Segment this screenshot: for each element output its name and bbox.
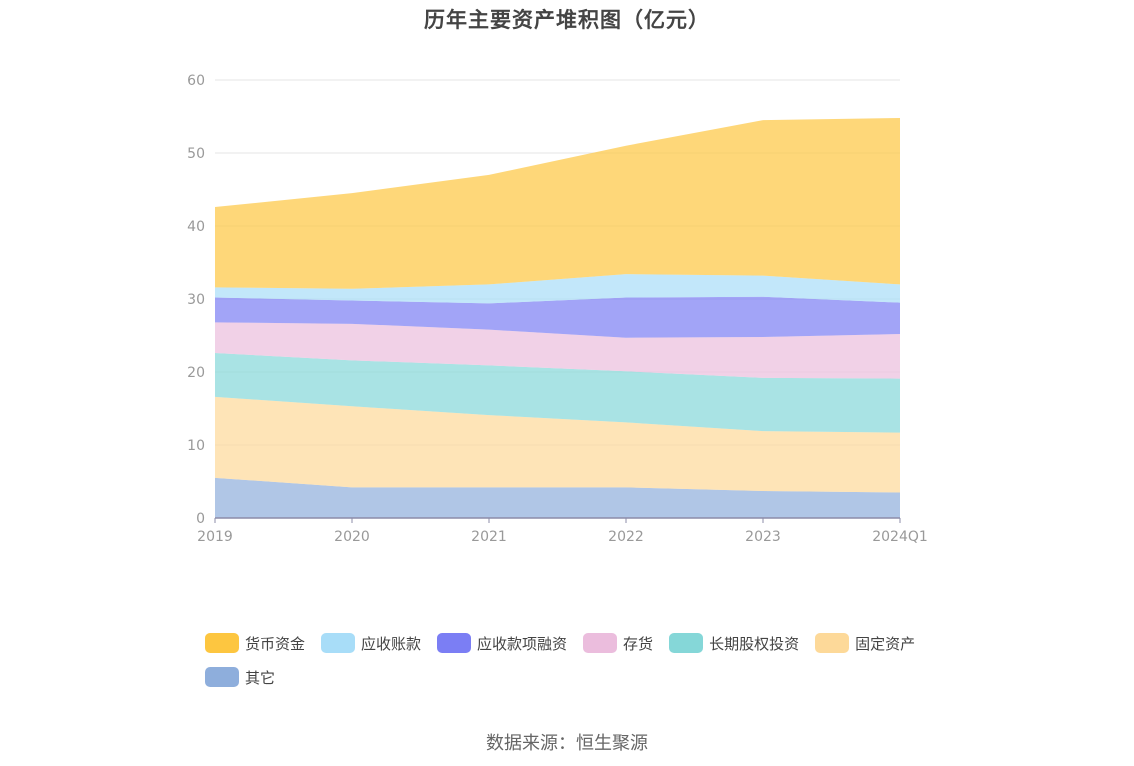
legend-swatch <box>437 633 472 653</box>
legend-item-4[interactable]: 长期股权投资 <box>669 632 799 654</box>
legend-label: 固定资产 <box>855 634 916 653</box>
area-series-4 <box>215 296 900 338</box>
axis-layer: 0 10 20 30 40 50 60 2019 2020 2021 2022 2023 2024Q1 <box>187 73 928 545</box>
legend-item-3[interactable]: 存货 <box>583 632 653 654</box>
y-tick-label-5: 50 <box>187 146 205 162</box>
x-tick-label-1: 2020 <box>334 529 370 545</box>
y-tick-label-1: 10 <box>187 438 205 454</box>
legend-swatch <box>815 633 850 653</box>
legend-swatch <box>205 667 239 687</box>
y-tick-label-3: 30 <box>187 292 205 308</box>
y-tick-label-2: 20 <box>187 365 205 381</box>
legend-label: 长期股权投资 <box>709 634 800 653</box>
legend-swatch <box>669 633 704 653</box>
legend-swatch <box>583 633 618 653</box>
x-tick-label-4: 2023 <box>745 529 781 545</box>
y-tick-label-6: 60 <box>187 73 205 89</box>
legend-swatch <box>205 633 239 653</box>
x-tick-label-5: 2024Q1 <box>872 529 928 545</box>
area-series-1 <box>215 396 900 493</box>
y-tick-label-4: 40 <box>187 219 205 235</box>
legend-item-6[interactable]: 其它 <box>205 666 275 688</box>
legend-label: 存货 <box>623 634 654 653</box>
x-tick-label-2: 2021 <box>471 529 507 545</box>
chart-title: 历年主要资产堆积图（亿元） <box>424 8 710 32</box>
x-tick-label-0: 2019 <box>197 529 233 545</box>
legend-item-0[interactable]: 货币资金 <box>205 632 305 654</box>
area-series-2 <box>215 353 900 433</box>
legend-item-1[interactable]: 应收账款 <box>321 632 421 654</box>
y-tick-label-0: 0 <box>196 511 205 527</box>
legend-item-5[interactable]: 固定资产 <box>815 632 915 654</box>
stacked-area-chart: 0 10 20 30 40 50 60 2019 2020 2021 2022 2023 2024Q1 <box>187 73 928 545</box>
legend-label: 货币资金 <box>245 634 306 653</box>
legend-label: 应收账款 <box>361 634 422 653</box>
legend-label: 其它 <box>245 668 276 687</box>
area-series-3 <box>215 322 900 379</box>
data-source-text: 数据来源：恒生聚源 <box>486 733 648 754</box>
x-tick-label-3: 2022 <box>608 529 644 545</box>
area-series-5 <box>215 274 900 304</box>
legend-item-2[interactable]: 应收款项融资 <box>437 632 567 654</box>
legend-label: 应收款项融资 <box>477 634 568 653</box>
area-series-6 <box>215 117 900 289</box>
chart-legend: 货币资金 应收账款 应收款项融资 存货 长期股权投资 固定资产其它 <box>205 632 945 688</box>
legend-swatch <box>321 633 356 653</box>
area-series-0 <box>215 477 900 518</box>
area-layer <box>215 117 900 518</box>
